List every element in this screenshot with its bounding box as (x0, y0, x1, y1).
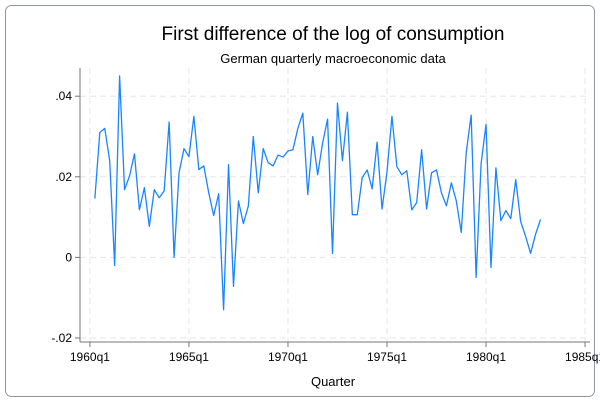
y-tick-label: .02 (55, 170, 72, 184)
y-tick-label: -.02 (51, 331, 72, 345)
data-line (94, 75, 542, 311)
x-tick-label: 1975q1 (367, 350, 407, 364)
x-tick-label: 1985q1 (565, 350, 600, 364)
x-axis-label: Quarter (311, 374, 356, 389)
x-tick-label: 1980q1 (466, 350, 506, 364)
chart-subtitle: German quarterly macroeconomic data (220, 51, 446, 66)
frame (5, 5, 595, 397)
chart-title: First difference of the log of consumpti… (162, 24, 505, 45)
y-tick-label: 0 (65, 250, 72, 264)
x-tick-label: 1960q1 (70, 350, 110, 364)
x-tick-label: 1970q1 (268, 350, 308, 364)
x-tick-label: 1965q1 (169, 350, 209, 364)
y-tick-label: .04 (55, 89, 72, 103)
